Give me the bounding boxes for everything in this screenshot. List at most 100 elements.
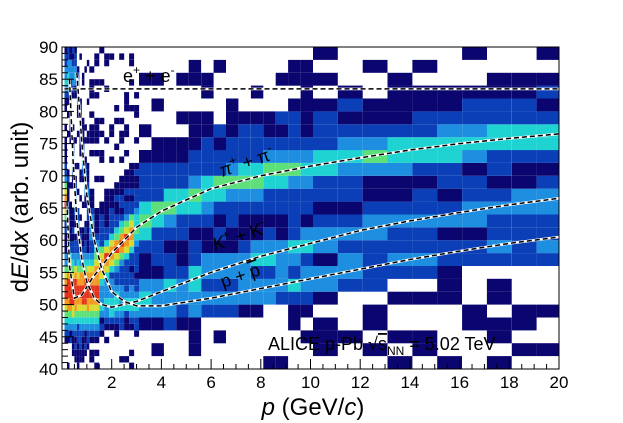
heatmap-cell xyxy=(462,214,487,228)
heatmap-cell xyxy=(188,201,202,215)
heatmap-cell xyxy=(84,336,87,344)
heatmap-cell xyxy=(114,220,120,228)
heatmap-cell xyxy=(300,304,313,318)
heatmap-cell xyxy=(250,201,264,215)
heatmap-cell xyxy=(119,214,125,221)
heatmap-cell xyxy=(81,349,85,357)
heatmap-cell xyxy=(71,47,75,54)
heatmap-cell xyxy=(250,175,264,189)
heatmap-cell xyxy=(163,162,177,176)
heatmap-cell xyxy=(104,311,110,318)
heatmap-cell xyxy=(74,266,77,273)
x-tick-label: 10 xyxy=(301,373,320,392)
heatmap-cell xyxy=(89,111,95,118)
heatmap-cell xyxy=(201,124,214,138)
heatmap-cell xyxy=(69,227,72,234)
heatmap-cell xyxy=(84,137,87,144)
heatmap-cell xyxy=(437,266,462,279)
heatmap-cell xyxy=(99,259,105,266)
heatmap-cell xyxy=(313,124,338,138)
heatmap-cell xyxy=(76,188,80,196)
heatmap-cell xyxy=(94,362,100,369)
heatmap-cell xyxy=(124,317,130,324)
heatmap-cell xyxy=(412,266,438,279)
heatmap-cell xyxy=(64,227,67,234)
heatmap-cell xyxy=(84,298,87,305)
heatmap-cell xyxy=(300,111,313,125)
heatmap-cell xyxy=(99,311,105,318)
heatmap-cell xyxy=(387,137,413,151)
heatmap-cell xyxy=(81,246,85,253)
heatmap-cell xyxy=(64,98,67,105)
heatmap-cell xyxy=(313,47,338,60)
heatmap-cell xyxy=(288,227,301,241)
y-axis-title: dE/dx (arb. unit) xyxy=(7,122,34,293)
heatmap-cell xyxy=(263,188,276,202)
heatmap-cell xyxy=(213,124,226,138)
heatmap-cell xyxy=(81,343,85,350)
experiment-annotation: ALICE p-Pb √sNN = 5.02 TeV xyxy=(268,334,496,358)
heatmap-cell xyxy=(114,240,120,247)
heatmap-cell xyxy=(238,304,251,318)
heatmap-cell xyxy=(134,311,140,318)
heatmap-cell xyxy=(79,150,82,157)
heatmap-cell xyxy=(238,227,251,241)
heatmap-cell xyxy=(412,240,438,254)
heatmap-cell xyxy=(67,188,70,196)
heatmap-cell xyxy=(99,208,105,215)
heatmap-cell xyxy=(226,266,239,279)
heatmap-cell xyxy=(163,240,177,254)
heatmap-cell xyxy=(412,162,438,176)
heatmap-cell xyxy=(226,253,239,266)
heatmap-cell xyxy=(89,349,95,357)
heatmap-cell xyxy=(94,124,100,131)
heatmap-cell xyxy=(213,240,226,254)
heatmap-cell xyxy=(486,150,512,163)
heatmap-cell xyxy=(250,291,264,305)
heatmap-cell xyxy=(163,175,177,189)
heatmap-cell xyxy=(84,291,87,299)
heatmap-cell xyxy=(151,72,164,86)
heatmap-cell xyxy=(86,336,90,344)
heatmap-cell xyxy=(69,240,72,247)
heatmap-cell xyxy=(275,188,289,202)
heatmap-cell xyxy=(74,53,77,60)
heatmap-cell xyxy=(109,214,115,221)
heatmap-cell xyxy=(163,150,177,163)
heatmap-cell xyxy=(263,356,276,369)
heatmap-cell xyxy=(76,291,80,299)
heatmap-cell xyxy=(76,278,80,286)
heatmap-cell xyxy=(300,137,313,151)
heatmap-cell xyxy=(124,311,130,318)
heatmap-cell xyxy=(288,124,301,138)
heatmap-cell xyxy=(64,285,67,292)
heatmap-cell xyxy=(188,240,202,254)
heatmap-cell xyxy=(64,214,67,221)
heatmap-cell xyxy=(71,317,75,324)
heatmap-cell xyxy=(129,59,135,67)
heatmap-cell xyxy=(86,59,90,67)
heatmap-cell xyxy=(64,195,67,202)
heatmap-cell xyxy=(536,304,559,318)
heatmap-cell xyxy=(188,124,202,138)
heatmap-cell xyxy=(486,162,512,176)
heatmap-cell xyxy=(362,201,388,215)
heatmap-cell xyxy=(134,240,140,247)
heatmap-cell xyxy=(313,330,338,344)
heatmap-cell xyxy=(151,188,164,202)
heatmap-cell xyxy=(94,220,100,228)
heatmap-cell xyxy=(119,156,125,163)
heatmap-cell xyxy=(84,124,87,131)
heatmap-cell xyxy=(313,343,338,357)
heatmap-cell xyxy=(163,137,177,151)
heatmap-cell xyxy=(104,188,110,196)
heatmap-cell xyxy=(64,323,67,331)
heatmap-cell xyxy=(213,162,226,176)
x-tick-label: 14 xyxy=(400,373,419,392)
heatmap-cell xyxy=(134,285,140,292)
heatmap-cell xyxy=(462,317,487,331)
heatmap-cell xyxy=(89,137,95,144)
heatmap-cell xyxy=(176,317,189,331)
heatmap-cell xyxy=(151,98,164,112)
electron-label: e+ + e- xyxy=(123,63,175,86)
